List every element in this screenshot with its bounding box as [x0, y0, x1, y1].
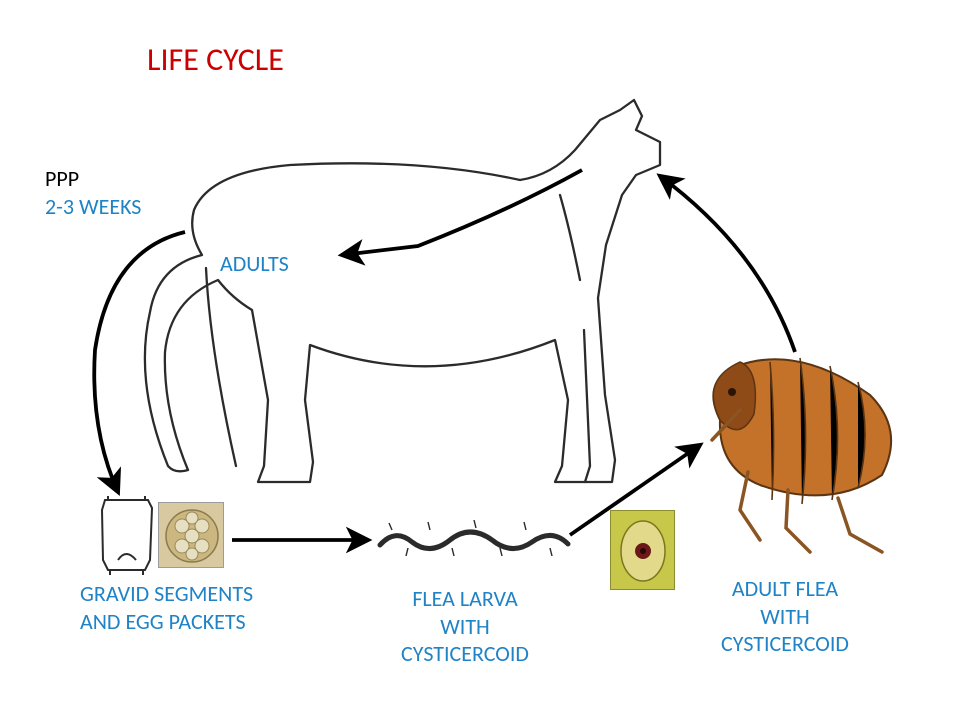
label-gravid: GRAVID SEGMENTS AND EGG PACKETS [80, 580, 253, 635]
gravid-l1: GRAVID SEGMENTS [80, 580, 253, 607]
larva-l1: FLEA LARVA [412, 585, 517, 612]
label-larva: FLEA LARVA WITH CYSTICERCOID [375, 585, 555, 668]
aflea-l3: CYSTICERCOID [721, 630, 849, 657]
ppp-line1: PPP [45, 165, 79, 192]
title: LIFE CYCLE [147, 40, 284, 79]
label-adults: ADULTS [220, 250, 289, 278]
cysticercoid-photo [610, 510, 675, 590]
label-adult-flea: ADULT FLEA WITH CYSTICERCOID [695, 575, 875, 658]
proglottid-drawing [102, 496, 152, 575]
larva-l3: CYSTICERCOID [401, 640, 529, 667]
aflea-l2: WITH [760, 603, 810, 630]
adult-flea-drawing [712, 358, 891, 552]
flea-larva-drawing [380, 520, 568, 556]
ppp-line2: 2-3 WEEKS [45, 193, 141, 220]
larva-l2: WITH [440, 613, 490, 640]
egg-packet-photo [158, 502, 224, 568]
aflea-l1: ADULT FLEA [732, 575, 838, 602]
dog-outline [145, 100, 660, 482]
gravid-l2: AND EGG PACKETS [80, 608, 246, 635]
cycle-arrows [94, 170, 795, 540]
ppp-block: PPP 2-3 WEEKS [45, 165, 141, 220]
diagram-stage: LIFE CYCLE PPP 2-3 WEEKS ADULTS GRAVID S… [0, 0, 960, 720]
